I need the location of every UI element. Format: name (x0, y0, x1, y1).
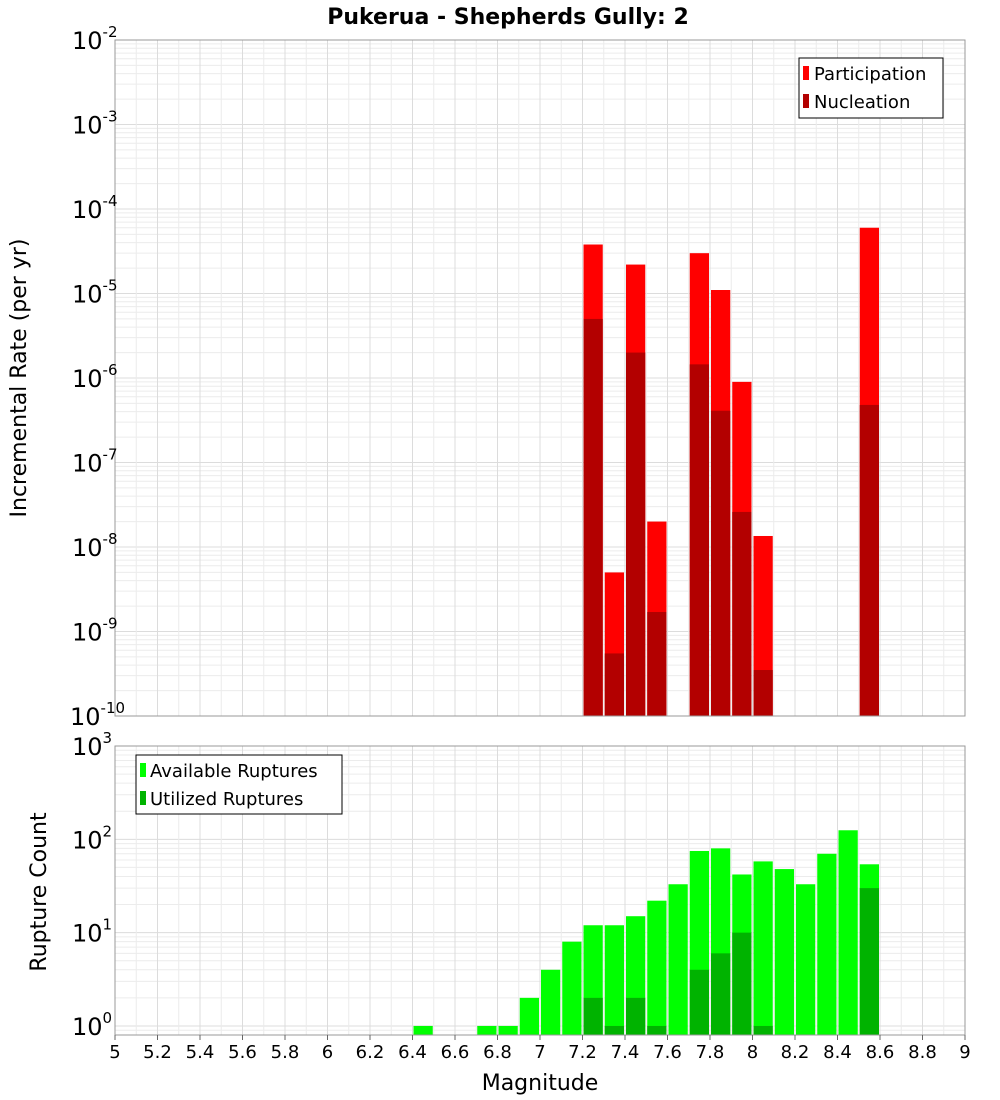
count-bar-utilized-ruptures-4 (689, 969, 709, 1035)
rate-legend-box (798, 57, 944, 119)
x-tick-label-8-8: 8.8 (908, 1042, 937, 1063)
x-tick-label-6-8: 6.8 (483, 1042, 512, 1063)
rate-bar-nucleation-7 (753, 670, 773, 716)
legend-swatch-participation (803, 66, 809, 80)
count-legend: Available Ruptures Utilized Ruptures (135, 754, 343, 815)
x-tick-label-6-4: 6.4 (398, 1042, 427, 1063)
count-plot: 103 102 101 100 5 5.2 5.4 5.6 5.8 6 6.2 6.4 6.6 6.8 7… (27, 729, 971, 1096)
x-tick-label-5-8: 5.8 (271, 1042, 300, 1063)
x-tick-label-6-2: 6.2 (356, 1042, 385, 1063)
rate-bar-nucleation-1 (604, 653, 624, 716)
rate-bar-nucleation-5 (711, 410, 731, 716)
x-tick-label-5-2: 5.2 (143, 1042, 172, 1063)
x-tick-label-6-6: 6.6 (441, 1042, 470, 1063)
count-y-tick-label: 101 (72, 916, 112, 948)
rate-y-tick-label: 10-7 (72, 446, 118, 478)
count-bar-utilized-ruptures-0 (583, 997, 603, 1035)
count-bar-utilized-ruptures-6 (732, 932, 752, 1035)
count-bar-utilized-ruptures-3 (647, 1025, 667, 1035)
rate-y-axis-label: Incremental Rate (per yr) (7, 239, 32, 518)
rate-y-tick-label: 10-10 (70, 699, 125, 731)
rate-bar-nucleation-0 (583, 318, 603, 716)
count-bar-available-ruptures-5 (562, 941, 582, 1035)
x-tick-label-8: 8 (747, 1042, 758, 1063)
count-bar-available-ruptures-7 (604, 925, 624, 1035)
x-tick-label-8-4: 8.4 (823, 1042, 852, 1063)
x-tick-label-7: 7 (534, 1042, 545, 1063)
count-y-tick-label: 102 (72, 822, 112, 854)
count-bar-available-ruptures-15 (774, 869, 794, 1035)
rate-y-tick-label: 10-5 (72, 277, 118, 309)
rate-bar-nucleation-2 (626, 352, 646, 716)
count-y-tick-label: 103 (72, 729, 112, 761)
count-bar-available-ruptures-18 (838, 830, 858, 1035)
count-bar-available-ruptures-14 (753, 861, 773, 1035)
x-tick-label-9: 9 (959, 1042, 970, 1063)
x-tick-label-7-8: 7.8 (696, 1042, 725, 1063)
count-bar-available-ruptures-3 (519, 997, 539, 1035)
x-tick-label-8-2: 8.2 (781, 1042, 810, 1063)
x-axis-label: Magnitude (482, 1071, 599, 1096)
legend-label-utilized: Utilized Ruptures (150, 789, 303, 810)
count-bar-utilized-ruptures-1 (604, 1025, 624, 1035)
legend-swatch-available (140, 763, 146, 777)
rate-bar-nucleation-4 (689, 364, 709, 716)
count-bar-available-ruptures-2 (498, 1025, 518, 1035)
legend-label-participation: Participation (814, 64, 926, 85)
x-tick-label-7-6: 7.6 (653, 1042, 682, 1063)
count-bar-available-ruptures-9 (647, 900, 667, 1035)
rate-bar-nucleation-8 (859, 404, 879, 716)
rate-y-tick-label: 10-6 (72, 361, 118, 393)
count-bars (413, 830, 879, 1035)
rate-y-tick-label: 10-3 (72, 108, 118, 140)
count-y-ticks: 103 102 101 100 (72, 729, 112, 1041)
x-tick-label-5-4: 5.4 (186, 1042, 215, 1063)
legend-label-available: Available Ruptures (150, 761, 318, 782)
legend-swatch-nucleation (803, 94, 809, 108)
rate-y-tick-label: 10-2 (72, 23, 118, 55)
count-bar-available-ruptures-17 (817, 853, 837, 1035)
count-bar-available-ruptures-16 (796, 884, 816, 1035)
rate-y-tick-label: 10-4 (72, 192, 118, 224)
x-tick-label-7-4: 7.4 (611, 1042, 640, 1063)
rate-y-tick-label: 10-8 (72, 530, 118, 562)
count-bar-available-ruptures-4 (541, 969, 561, 1035)
count-bar-available-ruptures-0 (413, 1025, 433, 1035)
x-tick-label-7-2: 7.2 (568, 1042, 597, 1063)
x-tick-label-5: 5 (109, 1042, 120, 1063)
count-bar-utilized-ruptures-2 (626, 997, 646, 1035)
legend-swatch-utilized (140, 791, 146, 805)
count-bar-utilized-ruptures-8 (859, 888, 879, 1035)
count-bar-available-ruptures-1 (477, 1025, 497, 1035)
legend-label-nucleation: Nucleation (814, 92, 910, 113)
count-bar-utilized-ruptures-7 (753, 1025, 773, 1035)
x-tick-label-8-6: 8.6 (866, 1042, 895, 1063)
count-legend-box (135, 754, 343, 815)
count-y-axis-label: Rupture Count (27, 812, 52, 972)
x-tick-label-5-6: 5.6 (228, 1042, 257, 1063)
rate-plot: 10-2 10-3 10-4 10-5 10-6 10-7 10-8 10-9 10-10 In… (7, 23, 966, 731)
count-y-tick-label: 100 (72, 1009, 112, 1041)
rate-grid (114, 40, 966, 717)
count-bar-utilized-ruptures-5 (711, 953, 731, 1035)
rate-legend: Participation Nucleation (798, 57, 944, 119)
x-tick-label-6: 6 (322, 1042, 333, 1063)
rate-bars (583, 227, 879, 716)
count-bar-available-ruptures-10 (668, 884, 688, 1035)
rate-y-ticks: 10-2 10-3 10-4 10-5 10-6 10-7 10-8 10-9 10-10 (70, 23, 125, 731)
rate-bar-nucleation-3 (647, 612, 667, 716)
rate-y-tick-label: 10-9 (72, 615, 118, 647)
rate-plot-frame (114, 39, 966, 717)
count-x-ticks: 5 5.2 5.4 5.6 5.8 6 6.2 6.4 6.6 6.8 7 7.2 7.4 7.6 7.8 8… (109, 1035, 971, 1063)
chart-title: Pukerua - Shepherds Gully: 2 (327, 5, 689, 30)
rate-bar-nucleation-6 (732, 511, 752, 716)
